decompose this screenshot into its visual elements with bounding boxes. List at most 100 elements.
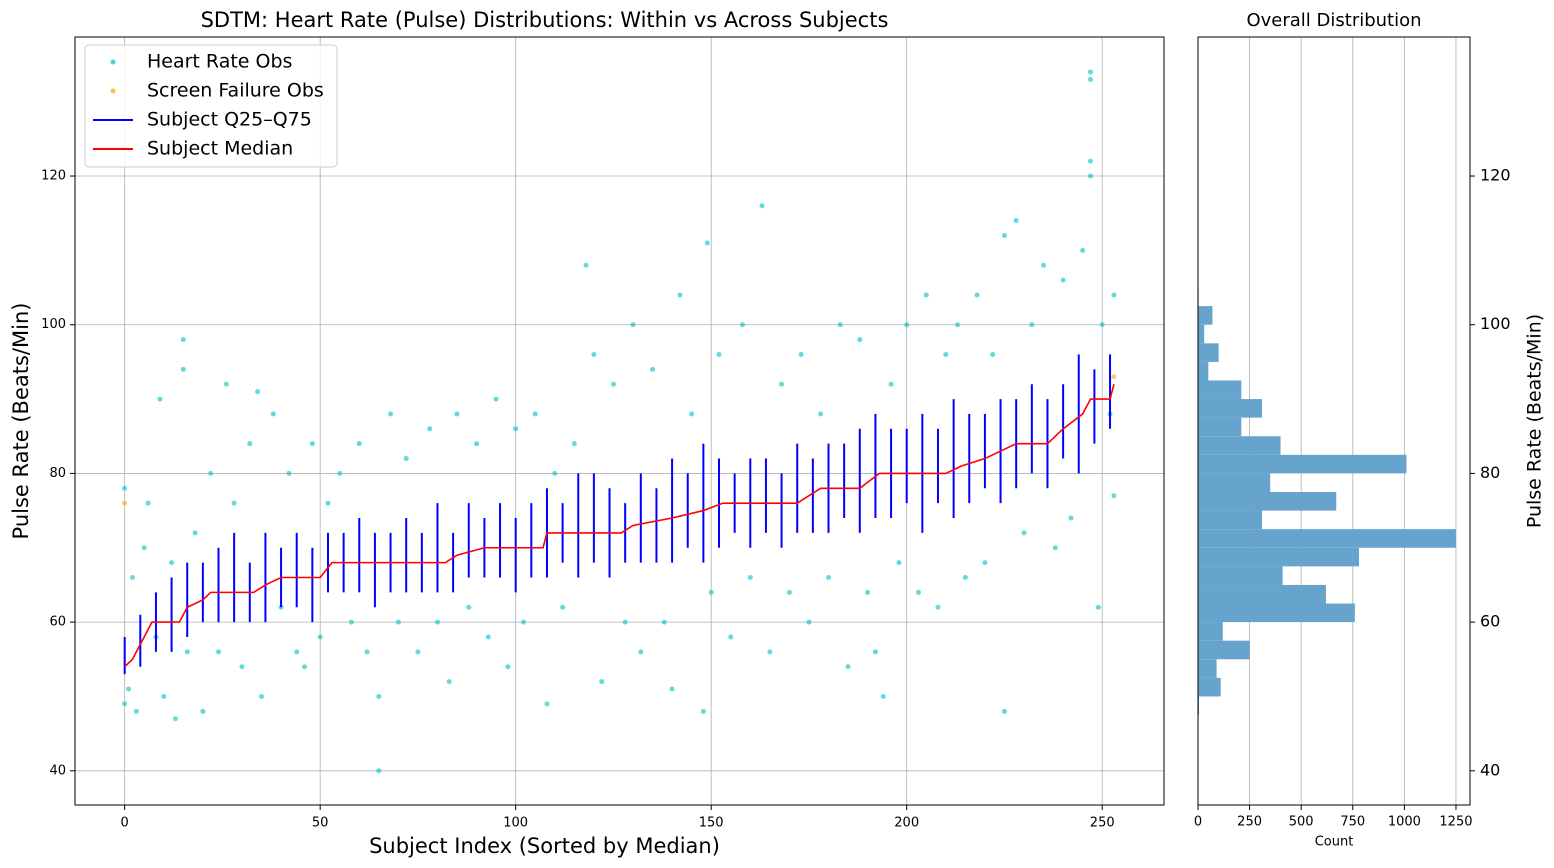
observation-point [180, 366, 186, 372]
observation-point [1080, 247, 1086, 253]
observation-point [1068, 515, 1074, 521]
y-tick-label: 100 [41, 317, 66, 332]
observation-point [317, 634, 323, 640]
y-tick-label: 40 [1480, 760, 1500, 779]
observation-point [1041, 262, 1047, 268]
observation-point [1087, 76, 1093, 82]
observation-point [309, 441, 315, 447]
observation-point [348, 619, 354, 625]
histogram-bar [1198, 529, 1456, 548]
observation-point [661, 619, 667, 625]
y-tick-label: 100 [1480, 314, 1511, 333]
observation-point [716, 351, 722, 357]
observation-point [583, 262, 589, 268]
observation-point [1021, 530, 1027, 536]
y-tick-label: 120 [41, 169, 66, 184]
observation-point [955, 322, 961, 328]
y-tick-label: 80 [49, 466, 66, 481]
x-tick-label: 150 [699, 816, 724, 831]
histogram-bar [1198, 584, 1326, 604]
x-tick-label: 100 [503, 816, 528, 831]
observation-point [638, 649, 644, 655]
observation-point [610, 381, 616, 387]
observation-point [1087, 173, 1093, 179]
observation-point [157, 396, 163, 402]
x-axis-label: Count [1315, 835, 1354, 850]
observation-point [904, 322, 910, 328]
observation-point [337, 470, 343, 476]
histogram-bar [1198, 417, 1242, 437]
observation-point [122, 485, 128, 491]
chart-title: Overall Distribution [1246, 10, 1421, 31]
histogram-bar [1198, 696, 1200, 716]
observation-point [286, 470, 292, 476]
x-tick-label: 250 [1090, 816, 1115, 831]
observation-point [700, 708, 706, 714]
observation-point [1095, 604, 1101, 610]
observation-point [544, 701, 550, 707]
observation-point [415, 649, 421, 655]
x-tick-label: 750 [1340, 815, 1365, 830]
observation-point [1111, 374, 1117, 380]
x-tick-label: 0 [121, 816, 129, 831]
observation-point [1001, 708, 1007, 714]
x-tick-label: 50 [312, 816, 329, 831]
legend-marker [110, 59, 116, 65]
histogram-bar [1198, 622, 1223, 641]
histogram-bar [1198, 473, 1271, 493]
observation-point [294, 649, 300, 655]
observation-point [599, 679, 605, 685]
observation-point [180, 337, 186, 343]
observation-point [786, 589, 792, 595]
x-tick-label: 1000 [1388, 815, 1421, 830]
observation-point [845, 664, 851, 670]
plot-frame [74, 36, 1165, 806]
legend-label: Screen Failure Obs [147, 80, 324, 102]
observation-point [427, 426, 433, 432]
observation-point [630, 322, 636, 328]
observation-point [837, 322, 843, 328]
observation-point [806, 619, 812, 625]
histogram-bar [1198, 492, 1337, 511]
observation-point [622, 619, 628, 625]
histogram-bar [1198, 603, 1355, 623]
observation-point [231, 500, 237, 506]
observation-point [1001, 233, 1007, 239]
histogram-bar [1198, 436, 1281, 455]
observation-point [141, 545, 147, 551]
histogram-bar [1198, 380, 1242, 400]
observation-point [161, 693, 167, 699]
observation-point [126, 686, 132, 692]
observation-point [493, 396, 499, 402]
observation-point [990, 351, 996, 357]
observation-point [403, 456, 409, 462]
observation-point [388, 411, 394, 417]
observation-point [943, 351, 949, 357]
observation-point [728, 634, 734, 640]
observation-point [200, 708, 206, 714]
y-tick-label: 80 [1480, 463, 1500, 482]
legend-label: Heart Rate Obs [147, 51, 292, 73]
y-tick-label: 40 [49, 763, 66, 778]
x-tick-label: 0 [1194, 815, 1202, 830]
observation-point [677, 292, 683, 298]
observation-point [708, 589, 714, 595]
observation-point [485, 634, 491, 640]
observation-point [255, 389, 261, 395]
observation-point [466, 604, 472, 610]
observation-point [172, 716, 178, 722]
observation-point [826, 574, 832, 580]
observation-point [935, 604, 941, 610]
observation-point [915, 589, 921, 595]
observation-point [376, 768, 382, 774]
observation-point [513, 426, 519, 432]
observation-point [1052, 545, 1058, 551]
observation-point [376, 693, 382, 699]
observation-point [962, 574, 968, 580]
x-tick-label: 250 [1237, 815, 1262, 830]
observation-point [1111, 493, 1117, 499]
observation-point [446, 679, 452, 685]
x-axis-label: Subject Index (Sorted by Median) [369, 834, 720, 858]
observation-point [145, 500, 151, 506]
